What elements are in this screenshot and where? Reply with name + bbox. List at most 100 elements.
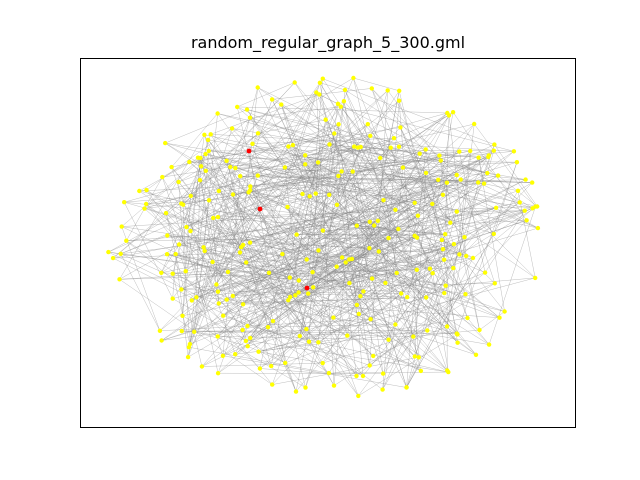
graph-node — [381, 198, 386, 203]
graph-edge — [161, 244, 180, 273]
graph-edge — [181, 78, 324, 332]
graph-node — [385, 88, 390, 93]
graph-node — [354, 302, 360, 308]
graph-node — [245, 323, 250, 329]
graph-edge — [322, 78, 466, 295]
graph-edge — [305, 155, 474, 259]
graph-node — [205, 137, 211, 143]
graph-node — [472, 121, 477, 127]
graph-node — [247, 240, 253, 245]
graph-node — [388, 145, 393, 150]
graph-edge — [459, 123, 475, 255]
graph-node — [446, 113, 452, 118]
graph-edge — [295, 202, 415, 296]
graph-edge — [427, 330, 458, 335]
graph-node — [280, 251, 285, 257]
graph-edge — [204, 134, 270, 273]
graph-node — [383, 280, 388, 286]
graph-node — [256, 349, 261, 354]
graph-edge — [356, 202, 520, 306]
graph-edge — [257, 151, 514, 176]
graph-node — [343, 260, 348, 265]
graph-node — [470, 255, 476, 261]
graph-node — [511, 149, 517, 154]
graph-edge — [200, 157, 517, 163]
graph-edge — [295, 133, 335, 296]
graph-node — [332, 131, 337, 136]
graph-edge — [242, 167, 404, 305]
graph-edge — [217, 206, 538, 218]
graph-node — [497, 315, 502, 320]
graph-edge — [299, 101, 345, 337]
graph-edge — [144, 117, 251, 209]
graph-edge — [416, 269, 458, 334]
graph-edge — [175, 209, 396, 255]
graph-node — [314, 90, 319, 95]
graph-node — [173, 251, 178, 257]
graph-edge — [144, 208, 274, 322]
graph-node — [436, 177, 441, 182]
graph-node — [339, 255, 345, 260]
graph-node — [522, 208, 527, 213]
graph-node — [310, 270, 315, 275]
graph-node — [351, 75, 356, 81]
graph-node — [441, 257, 447, 262]
graph-node — [341, 99, 347, 104]
graph-node — [248, 335, 253, 341]
graph-node — [376, 249, 381, 254]
graph-edge — [227, 271, 457, 334]
graph-edge — [167, 253, 313, 273]
graph-node — [290, 142, 296, 148]
graph-edge — [488, 206, 536, 345]
graph-edge — [227, 271, 334, 318]
graph-edge — [414, 235, 454, 245]
highlighted-node — [257, 206, 263, 212]
graph-node — [535, 225, 541, 231]
graph-node — [354, 373, 359, 379]
graph-edge — [453, 144, 495, 269]
graph-edge — [299, 135, 371, 337]
graph-node — [224, 158, 229, 163]
graph-node — [430, 271, 435, 276]
graph-edge — [223, 127, 401, 316]
graph-edge — [245, 328, 307, 342]
graph-edge — [250, 186, 427, 298]
graph-node — [442, 290, 447, 296]
graph-node — [287, 275, 292, 280]
graph-node — [356, 393, 361, 399]
graph-node — [493, 205, 499, 210]
graph-node — [491, 231, 496, 237]
graph-node — [412, 200, 417, 205]
graph-node — [438, 158, 443, 163]
graph-node — [282, 165, 288, 170]
graph-node — [237, 250, 243, 255]
graph-node — [197, 178, 203, 183]
graph-edge — [341, 182, 479, 258]
graph-node — [210, 259, 215, 265]
graph-node — [380, 387, 385, 392]
graph-node — [211, 215, 216, 221]
graph-node — [304, 257, 309, 262]
graph-node — [208, 132, 213, 137]
graph-edge — [207, 139, 389, 340]
graph-edge — [487, 150, 495, 174]
graph-edge — [328, 371, 449, 374]
graph-edge — [145, 203, 330, 374]
graph-node — [199, 364, 205, 369]
graph-node — [414, 235, 420, 240]
graph-node — [423, 147, 428, 152]
graph-node — [300, 191, 305, 197]
graph-edge — [167, 235, 454, 269]
graph-node — [371, 353, 376, 359]
graph-edge — [371, 88, 448, 327]
graph-node — [165, 233, 170, 238]
graph-node — [430, 201, 435, 207]
graph-edge — [298, 292, 402, 294]
graph-edge — [452, 112, 527, 221]
graph-edge — [126, 237, 418, 241]
graph-edge — [328, 124, 369, 195]
graph-node — [214, 282, 219, 287]
graph-node — [491, 148, 496, 153]
graph-node — [179, 201, 184, 206]
graph-edge — [252, 143, 460, 255]
